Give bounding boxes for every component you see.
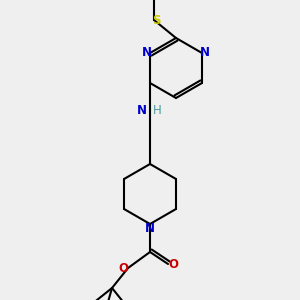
Text: O: O bbox=[168, 257, 178, 271]
Text: H: H bbox=[153, 104, 161, 118]
Text: N: N bbox=[145, 223, 155, 236]
Text: S: S bbox=[152, 14, 160, 26]
Text: N: N bbox=[200, 46, 210, 59]
Text: N: N bbox=[142, 46, 152, 59]
Text: O: O bbox=[118, 262, 128, 275]
Text: N: N bbox=[137, 104, 147, 118]
